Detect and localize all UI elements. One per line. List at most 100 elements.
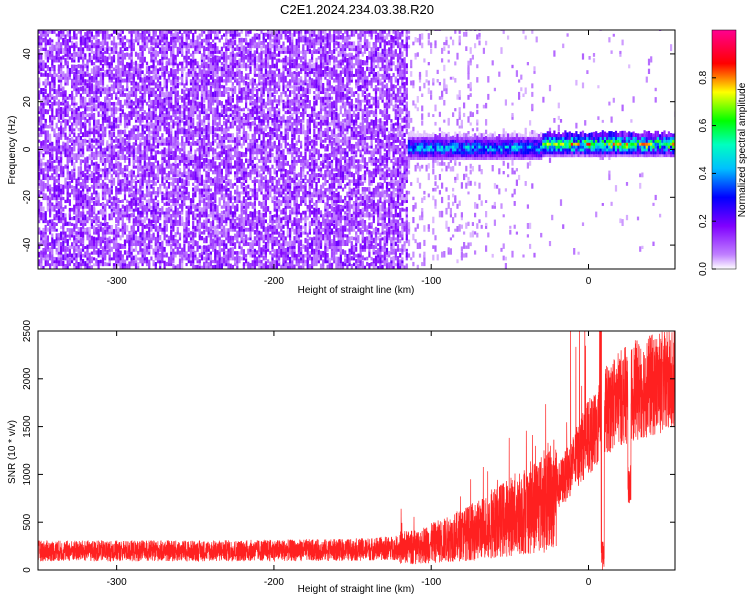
spectrogram-cell (196, 35, 199, 40)
spectrogram-cell (247, 202, 250, 209)
spectrogram-cell (104, 39, 107, 46)
spectrogram-cell (231, 97, 234, 103)
spectrogram-cell (165, 90, 168, 97)
spectrogram-cell (93, 241, 96, 247)
spectrogram-cell (192, 130, 195, 135)
spectrogram-cell (161, 162, 164, 166)
spectrogram-cell (229, 56, 232, 63)
spectrogram-cell (214, 171, 217, 175)
spectrogram-cell (128, 207, 131, 212)
spectrogram-cell (214, 78, 217, 83)
spectrogram-cell (176, 63, 179, 69)
spectrogram-cell (205, 223, 208, 229)
spectrogram-cell (231, 264, 234, 269)
spectrogram-cell (143, 146, 146, 152)
spectrogram-cell (123, 64, 127, 72)
spectrogram-cell (214, 155, 217, 160)
spectrogram-cell (75, 36, 78, 40)
spectrogram-cell (145, 204, 149, 209)
spectrogram-cell (242, 216, 245, 224)
spectrogram-cell (161, 87, 164, 92)
spectrogram-cell (212, 100, 215, 106)
spectrogram-cell (192, 88, 195, 95)
spectrogram-cell (42, 192, 45, 198)
spectrogram-cell (240, 59, 243, 63)
spectrogram-cell (187, 155, 190, 160)
spectrogram-cell (126, 173, 129, 178)
spectrogram-cell (44, 62, 47, 69)
spectrogram-cell (209, 202, 212, 209)
spectrogram-cell (79, 95, 82, 100)
spectrogram-cell (163, 213, 166, 218)
spectrogram-cell (110, 71, 113, 77)
spectrogram-cell (123, 141, 127, 146)
spectrogram-cell (154, 225, 157, 229)
spectrogram-cell (51, 43, 54, 49)
spectrogram-cell (53, 256, 56, 261)
spectrogram-cell (106, 99, 109, 103)
spectrogram-cell (198, 178, 201, 183)
spectrogram-cell (42, 265, 45, 269)
spectrogram-cell (223, 225, 226, 232)
spectrogram-cell (90, 138, 93, 143)
spectrogram-cell (165, 214, 168, 221)
spectrogram-cell (223, 79, 226, 83)
spectrogram-cell (181, 47, 184, 54)
spectrogram-cell (218, 245, 221, 252)
spectrogram-cell (154, 150, 157, 155)
spectrogram-cell (57, 165, 60, 172)
spectrogram-cell (97, 102, 100, 106)
spectrogram-cell (66, 239, 69, 244)
spectrogram-cell (187, 180, 190, 186)
spectrogram-cell (156, 71, 160, 77)
spectrogram-cell (53, 30, 56, 34)
spectrogram-cell (60, 82, 63, 89)
spectrogram-cell (64, 34, 67, 40)
spectrogram-cell (172, 219, 175, 224)
spectrogram-cell (73, 30, 76, 34)
spectrogram-cell (101, 72, 105, 77)
spectrogram-cell (181, 75, 184, 83)
spectrogram-cell (55, 196, 58, 201)
spectrogram-cell (101, 262, 105, 267)
spectrogram-cell (152, 30, 155, 34)
spectrogram-cell (145, 134, 149, 140)
spectrogram-cell (167, 191, 171, 195)
spectrogram-cell (55, 263, 58, 269)
spectrogram-cell (225, 107, 228, 112)
spectrogram-cell (128, 217, 131, 224)
spectrogram-cell (178, 142, 182, 146)
spectrogram-cell (38, 193, 41, 198)
spectrogram-cell (86, 89, 89, 94)
spectrogram-cell (110, 203, 113, 209)
spectrogram-cell (77, 182, 80, 186)
spectrogram-cell (137, 207, 140, 212)
spectrogram-cell (143, 224, 146, 229)
spectrogram-cell (212, 229, 215, 235)
spectrogram-cell (119, 67, 122, 74)
spectrogram-cell (132, 42, 135, 49)
spectrogram-cell (247, 214, 250, 221)
spectrogram-cell (234, 160, 237, 166)
spectrogram-cell (214, 32, 217, 37)
spectrogram-cell (205, 205, 208, 209)
spectrogram-cell (38, 178, 41, 183)
spectrogram-cell (55, 185, 58, 189)
spectrogram-cell (196, 213, 199, 218)
spectrogram-cell (137, 257, 140, 261)
spectrogram-cell (152, 90, 155, 97)
spectrogram-cell (46, 75, 49, 80)
spectrogram-cell (231, 242, 234, 247)
spectrogram-cell (121, 152, 124, 158)
spectrogram-cell (99, 209, 102, 215)
spectrogram-cell (174, 30, 177, 34)
spectrogram-cell (207, 264, 210, 269)
spectrogram-cell (234, 209, 237, 215)
spectrogram-cell (223, 110, 226, 115)
spectrogram-cell (68, 174, 71, 181)
spectrogram-cell (110, 181, 113, 186)
spectrogram-cell (82, 217, 85, 224)
spectrogram-cell (203, 138, 206, 146)
spectrogram-cell (104, 170, 107, 175)
spectrogram-cell (205, 54, 208, 60)
